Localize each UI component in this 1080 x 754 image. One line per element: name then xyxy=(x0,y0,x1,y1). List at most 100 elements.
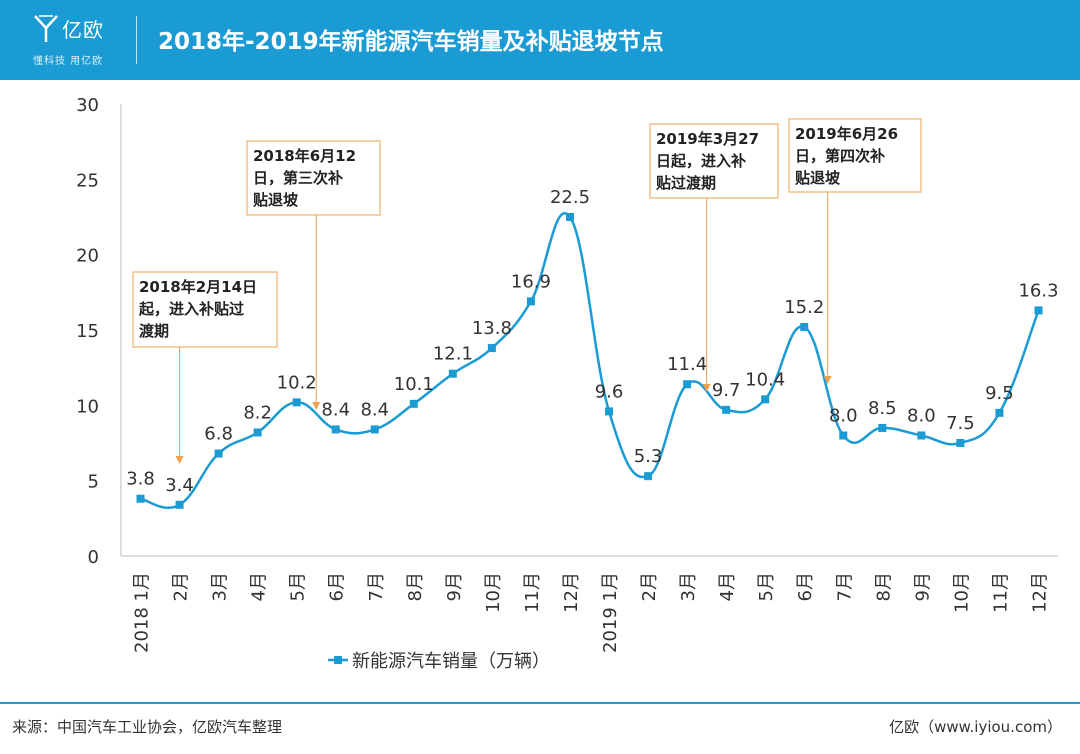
x-tick-label: 2月 xyxy=(639,572,660,601)
annotation-text: 贴过渡期 xyxy=(656,174,716,192)
data-label: 8.0 xyxy=(907,405,936,426)
data-label: 22.5 xyxy=(550,187,590,208)
data-label: 9.5 xyxy=(985,383,1014,404)
annotation-arrow-head-icon xyxy=(823,376,832,384)
logo-slogan: 懂科技 用亿欧 xyxy=(33,56,104,67)
data-point xyxy=(370,425,379,434)
data-label: 8.4 xyxy=(360,399,389,420)
data-point xyxy=(800,322,809,331)
data-point xyxy=(644,472,653,481)
data-label: 8.5 xyxy=(868,398,897,419)
header-divider xyxy=(136,16,137,64)
data-point xyxy=(1034,306,1043,315)
data-point xyxy=(253,428,262,437)
data-label: 5.3 xyxy=(634,446,663,467)
annotation-text: 2019年6月26 xyxy=(795,125,898,143)
annotation-arrow-head-icon xyxy=(312,402,321,410)
x-axis: 2018 1月 2月 3月 4月 5月 6月 7月 8月 9月 10月 11月 12月 2019 1月 2… xyxy=(121,555,1058,653)
data-point xyxy=(917,431,926,440)
data-label: 15.2 xyxy=(784,297,824,318)
x-tick-label: 5月 xyxy=(288,572,309,601)
data-label: 13.8 xyxy=(472,318,512,339)
data-label: 16.3 xyxy=(1018,280,1058,301)
x-tick-label: 6月 xyxy=(327,572,348,601)
data-point xyxy=(995,408,1004,417)
logo-text: 亿欧 xyxy=(62,18,104,42)
annotation-arrow-head-icon xyxy=(175,456,184,464)
data-label: 10.1 xyxy=(394,374,434,395)
data-label: 3.4 xyxy=(165,475,194,496)
annotation-text: 渡期 xyxy=(139,322,169,340)
annotation-text: 日起，进入补 xyxy=(656,152,746,170)
source-note: 来源：中国汽车工业协会，亿欧汽车整理 xyxy=(12,718,283,736)
annotation-text: 日，第三次补 xyxy=(253,169,343,187)
data-point xyxy=(878,423,887,432)
footer-divider xyxy=(0,702,1080,704)
x-tick-label: 3月 xyxy=(210,572,231,601)
data-point xyxy=(526,297,535,306)
annotation-arrow-head-icon xyxy=(702,384,711,392)
data-point xyxy=(136,494,145,503)
sales-line-chart: 0 5 10 15 20 25 30 2018 1月 2月 3月 4月 5月 6月 7月 8月 9月 10月 1… xyxy=(76,95,1058,672)
y-tick-label: 30 xyxy=(76,95,99,116)
annotation-text: 2018年6月12 xyxy=(253,147,356,165)
data-point xyxy=(214,449,223,458)
data-label: 8.4 xyxy=(321,399,350,420)
yiou-logo-icon xyxy=(34,15,58,42)
annotation-text: 贴退坡 xyxy=(795,169,840,187)
y-tick-label: 20 xyxy=(76,246,99,267)
data-label: 8.0 xyxy=(829,405,858,426)
data-point xyxy=(683,380,692,389)
x-tick-label: 12月 xyxy=(561,572,582,613)
x-tick-label: 11月 xyxy=(522,572,543,613)
x-tick-label: 4月 xyxy=(249,572,270,601)
data-point xyxy=(839,431,848,440)
x-tick-label: 2018 1月 xyxy=(132,572,153,653)
data-point xyxy=(956,439,965,447)
data-label: 10.2 xyxy=(277,372,317,393)
annotation-text: 2018年2月14日 xyxy=(139,278,257,296)
annotation-text: 起，进入补贴过 xyxy=(138,300,244,318)
annotation-text: 日，第四次补 xyxy=(795,147,885,165)
x-tick-label: 2019 1月 xyxy=(600,572,621,653)
y-tick-label: 10 xyxy=(76,396,99,417)
site-credit: 亿欧（www.iyiou.com） xyxy=(889,718,1062,736)
series-line xyxy=(140,212,1040,510)
y-tick-label: 15 xyxy=(76,321,99,342)
data-point xyxy=(761,395,770,404)
x-tick-label: 6月 xyxy=(795,572,816,601)
series-sales xyxy=(136,212,1043,510)
header-bar: 亿欧 懂科技 用亿欧 2018年-2019年新能源汽车销量及补贴退坡节点 xyxy=(0,0,1080,80)
data-point xyxy=(605,407,614,416)
data-label: 11.4 xyxy=(667,354,707,375)
x-tick-label: 2月 xyxy=(171,572,192,601)
page-title: 2018年-2019年新能源汽车销量及补贴退坡节点 xyxy=(158,29,664,55)
data-label: 10.4 xyxy=(745,369,785,390)
x-tick-label: 7月 xyxy=(366,572,387,601)
data-point xyxy=(292,398,301,407)
legend: 新能源汽车销量（万辆） xyxy=(328,651,550,672)
annotation-text: 2019年3月27 xyxy=(656,130,759,148)
x-tick-label: 5月 xyxy=(756,572,777,601)
y-tick-label: 5 xyxy=(88,472,99,493)
x-tick-label: 8月 xyxy=(405,572,426,601)
data-label: 3.8 xyxy=(126,469,155,490)
y-axis: 0 5 10 15 20 25 30 xyxy=(76,95,122,568)
x-tick-label: 4月 xyxy=(717,572,738,601)
data-point xyxy=(487,344,496,353)
data-point xyxy=(175,500,184,509)
data-point xyxy=(331,425,340,434)
y-tick-label: 0 xyxy=(88,547,99,568)
x-tick-label: 9月 xyxy=(444,572,465,601)
x-tick-label: 7月 xyxy=(834,572,855,601)
data-label: 8.2 xyxy=(243,402,272,423)
data-point xyxy=(722,405,731,414)
annotation-box xyxy=(246,140,381,216)
data-label: 16.9 xyxy=(511,271,551,292)
x-tick-label: 3月 xyxy=(678,572,699,601)
x-tick-label: 10月 xyxy=(951,572,972,613)
